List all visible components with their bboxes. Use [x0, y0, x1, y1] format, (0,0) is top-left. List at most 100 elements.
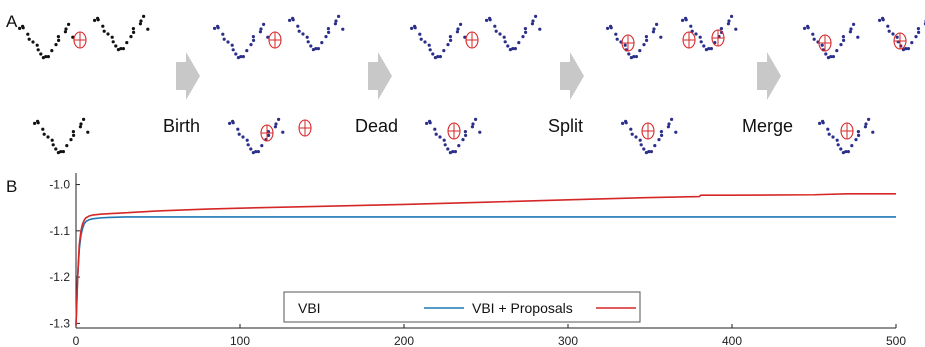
- data-point: [258, 30, 262, 34]
- data-point: [455, 30, 459, 34]
- data-point: [689, 24, 693, 28]
- data-point: [606, 26, 610, 30]
- data-point: [660, 133, 664, 137]
- x-tick-label: 500: [886, 334, 906, 347]
- data-point: [36, 121, 40, 125]
- data-point: [727, 19, 731, 23]
- data-point: [306, 40, 310, 44]
- data-point: [506, 44, 510, 48]
- x-tick-label: 300: [558, 334, 578, 347]
- point-cluster: [93, 14, 150, 52]
- y-tick-label: -1.1: [49, 224, 70, 238]
- data-point: [54, 43, 58, 47]
- data-point: [836, 143, 840, 147]
- data-point: [719, 27, 724, 31]
- data-point: [464, 133, 468, 137]
- data-point: [239, 55, 243, 59]
- gaussian-component: [711, 29, 725, 47]
- data-point: [856, 130, 861, 134]
- data-point: [621, 121, 625, 125]
- data-point: [829, 55, 833, 59]
- data-point: [446, 147, 450, 151]
- data-point: [852, 22, 856, 26]
- data-point: [644, 151, 649, 155]
- process-arrow: [757, 52, 781, 100]
- data-point: [252, 38, 256, 43]
- data-point: [630, 132, 634, 136]
- point-cluster: [410, 22, 467, 60]
- data-point: [41, 127, 45, 131]
- data-point: [730, 14, 734, 18]
- data-point: [463, 35, 467, 39]
- data-point: [857, 133, 861, 137]
- point-cluster: [228, 117, 285, 155]
- data-point: [228, 121, 232, 125]
- data-point: [485, 18, 489, 22]
- data-point: [433, 127, 437, 131]
- data-point: [895, 35, 899, 39]
- data-point: [811, 32, 815, 36]
- data-point: [634, 135, 638, 139]
- data-point: [649, 150, 654, 154]
- data-point: [655, 22, 659, 26]
- data-point: [864, 122, 868, 126]
- gaussian-component: [298, 119, 312, 137]
- data-point: [906, 47, 911, 51]
- data-point: [459, 22, 463, 26]
- panel-a-label: A: [6, 12, 18, 31]
- data-point: [297, 29, 301, 33]
- data-point: [831, 135, 835, 139]
- data-point: [498, 32, 502, 36]
- point-cluster: [803, 22, 860, 60]
- data-point: [245, 138, 249, 142]
- data-point: [709, 47, 714, 51]
- data-point: [634, 55, 639, 59]
- data-point: [624, 121, 628, 125]
- data-point: [114, 44, 118, 48]
- data-point: [64, 27, 68, 31]
- data-point: [262, 22, 266, 26]
- data-point: [296, 24, 300, 28]
- data-point: [281, 130, 285, 134]
- data-point: [51, 143, 55, 147]
- data-point: [609, 26, 613, 30]
- data-point: [839, 147, 843, 151]
- data-point: [139, 19, 143, 23]
- data-point: [31, 40, 35, 44]
- data-point: [442, 49, 446, 53]
- data-point: [326, 27, 330, 31]
- point-cluster: [818, 117, 875, 155]
- data-point: [849, 27, 853, 31]
- data-point: [425, 121, 429, 125]
- data-point: [132, 30, 136, 34]
- data-point: [245, 49, 249, 53]
- data-point: [267, 133, 271, 137]
- data-point: [881, 18, 885, 22]
- data-point: [106, 32, 110, 36]
- data-point: [503, 40, 507, 44]
- data-point: [904, 47, 908, 51]
- data-point: [494, 29, 498, 33]
- data-point: [438, 55, 442, 59]
- point-cluster: [18, 22, 75, 60]
- step-label-split: Split: [548, 116, 583, 136]
- data-point: [451, 150, 455, 154]
- gaussian-component: [621, 34, 635, 52]
- data-point: [827, 132, 831, 136]
- data-point: [521, 35, 525, 39]
- x-tick-label: 100: [230, 334, 250, 347]
- data-point: [231, 48, 235, 52]
- data-point: [493, 24, 497, 28]
- gaussian-component: [682, 31, 696, 49]
- data-point: [273, 125, 277, 129]
- data-point: [474, 117, 478, 121]
- data-point: [221, 32, 225, 36]
- data-point: [803, 26, 807, 30]
- data-point: [642, 43, 646, 47]
- data-point: [138, 22, 142, 26]
- data-point: [820, 43, 824, 47]
- data-point: [33, 121, 37, 125]
- data-point: [835, 49, 839, 53]
- data-point: [538, 27, 542, 31]
- data-point: [57, 38, 61, 43]
